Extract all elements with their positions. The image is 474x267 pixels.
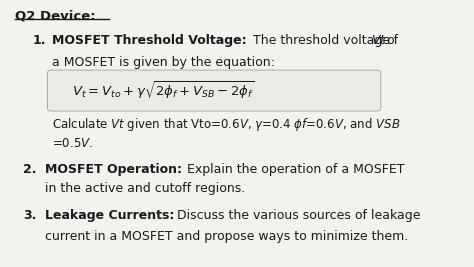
Text: Leakage Currents:: Leakage Currents: xyxy=(45,209,174,222)
Text: 1.: 1. xyxy=(32,34,46,48)
Text: of: of xyxy=(386,34,399,48)
Text: $\mathit{Vt}$: $\mathit{Vt}$ xyxy=(371,34,387,48)
Text: $V_t = V_{to} + \gamma\sqrt{2\phi_f + V_{SB} - 2\phi_f}$: $V_t = V_{to} + \gamma\sqrt{2\phi_f + V_… xyxy=(72,79,254,101)
Text: MOSFET Operation:: MOSFET Operation: xyxy=(45,163,182,176)
Text: a MOSFET is given by the equation:: a MOSFET is given by the equation: xyxy=(52,56,275,69)
FancyBboxPatch shape xyxy=(47,70,381,111)
Text: MOSFET Threshold Voltage:: MOSFET Threshold Voltage: xyxy=(52,34,246,48)
Text: current in a MOSFET and propose ways to minimize them.: current in a MOSFET and propose ways to … xyxy=(45,230,409,243)
Text: 3.: 3. xyxy=(23,209,36,222)
Text: =0.5$\mathit{V}$.: =0.5$\mathit{V}$. xyxy=(52,137,93,150)
Text: Explain the operation of a MOSFET: Explain the operation of a MOSFET xyxy=(183,163,405,176)
Text: Q2 Device:: Q2 Device: xyxy=(15,9,95,22)
Text: Discuss the various sources of leakage: Discuss the various sources of leakage xyxy=(173,209,421,222)
Text: in the active and cutoff regions.: in the active and cutoff regions. xyxy=(45,182,246,195)
Text: Calculate $\mathit{Vt}$ given that Vto=0.6$\mathit{V}$, $\gamma$=0.4 $\phi f$=0.: Calculate $\mathit{Vt}$ given that Vto=0… xyxy=(52,116,400,133)
Text: The threshold voltage: The threshold voltage xyxy=(249,34,390,48)
Text: 2.: 2. xyxy=(23,163,37,176)
